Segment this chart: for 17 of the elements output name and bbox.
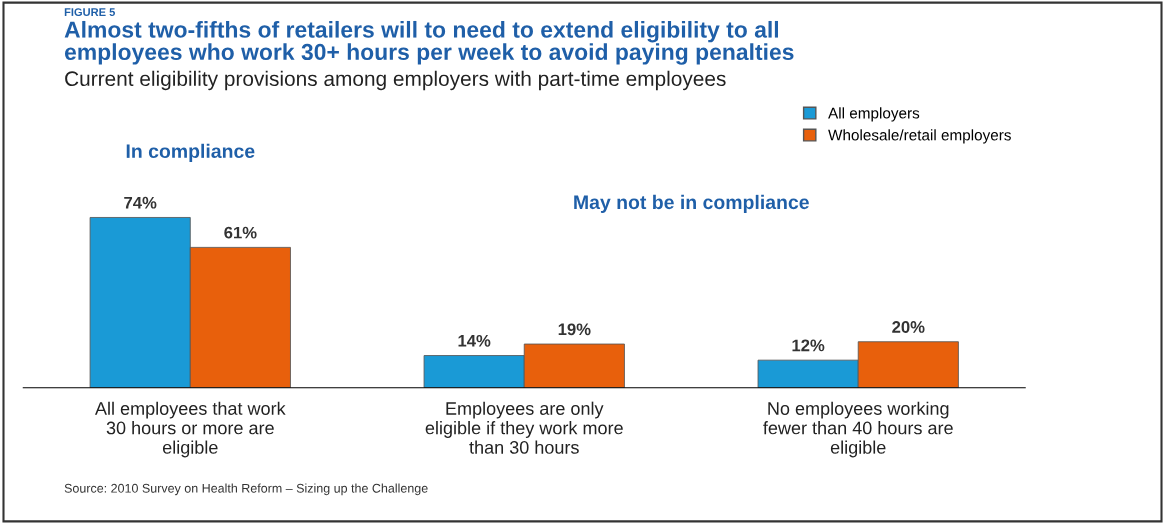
data-label: 20% (892, 321, 925, 333)
data-label: 14% (458, 334, 491, 347)
chart-subtitle: Current eligibility provisions among employers with part-time employees (65, 70, 726, 91)
data-label: 19% (558, 323, 591, 336)
x-tick-label: All employees that work 30 hours or more are eligible (94, 401, 286, 458)
data-label: 61% (224, 226, 257, 239)
text: May not be in compliance (574, 194, 809, 213)
source-note: Source: 2010 Survey on Health Reform – Sizing up the Challenge (64, 483, 428, 496)
x-tick-label: No employees working fewer than 40 hours are eligible (763, 401, 953, 458)
legend-label: Wholesale/retail employers (828, 129, 1011, 144)
legend-label: All employers (828, 107, 920, 122)
x-tick-label: Employees are only eligible if they work more than 30 hours (425, 401, 623, 454)
text: In compliance (126, 143, 255, 162)
caption: FIGURE 5 (64, 8, 116, 17)
data-label: 74% (124, 196, 157, 209)
chart-title: Almost two-fifths of retailers will to need to extend eligibility to all employees who work 30+ hours per week to avoid paying penalties (64, 20, 794, 65)
data-label: 12% (792, 339, 825, 352)
